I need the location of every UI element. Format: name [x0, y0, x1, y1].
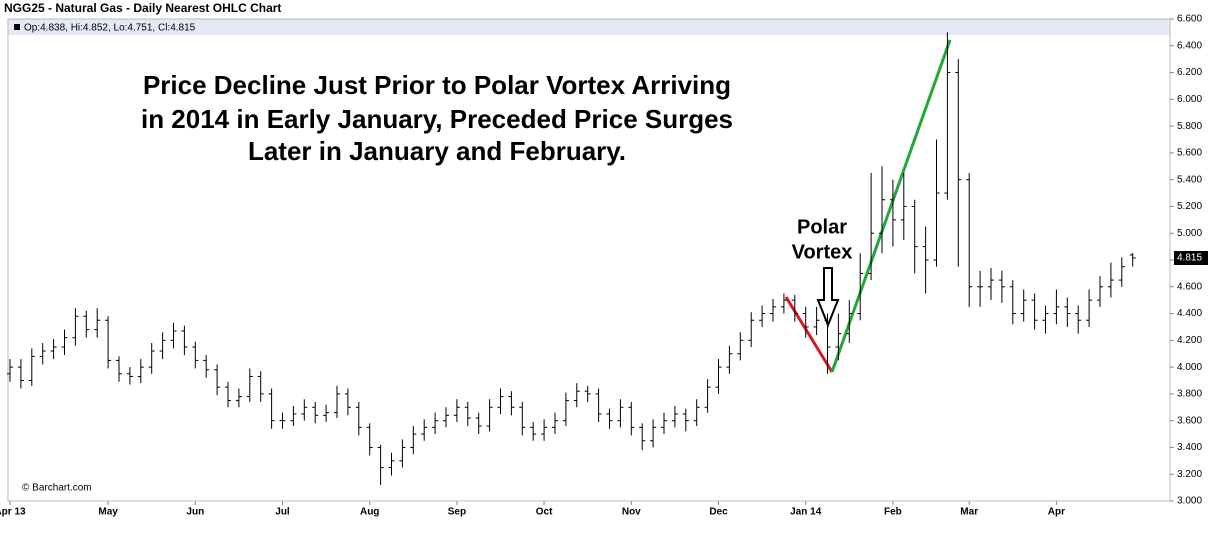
annotation: in 2014 in Early January, Preceded Price… — [141, 104, 733, 134]
y-tick-label: 3.200 — [1177, 469, 1202, 480]
chart-title: NGG25 - Natural Gas - Daily Nearest OHLC… — [4, 1, 281, 15]
callout-arrow — [816, 267, 840, 328]
y-tick-label: 4.400 — [1177, 308, 1202, 319]
y-tick-label: 5.400 — [1177, 174, 1202, 185]
x-tick-label: Nov — [622, 507, 641, 518]
info-icon — [14, 24, 20, 30]
x-tick-label: May — [98, 507, 118, 518]
y-tick-label: 3.000 — [1177, 496, 1202, 507]
y-tick-label: 5.200 — [1177, 201, 1202, 212]
callout: Vortex — [792, 241, 853, 263]
x-tick-label: Mar — [960, 507, 978, 518]
surge-line — [830, 39, 952, 373]
y-tick-label: 3.400 — [1177, 442, 1202, 453]
last-price-tag — [1174, 250, 1208, 265]
y-tick-label: 6.000 — [1177, 94, 1202, 105]
last-price-label: 4.815 — [1177, 253, 1202, 264]
x-tick-label: Jun — [186, 507, 204, 518]
x-tick-label: Oct — [536, 507, 553, 518]
x-tick-label: Aug — [360, 507, 379, 518]
annotation: Price Decline Just Prior to Polar Vortex… — [143, 70, 731, 100]
callout: Polar — [797, 216, 847, 238]
x-tick-label: Apr — [1048, 507, 1065, 518]
y-tick-label: 6.600 — [1177, 14, 1202, 25]
x-tick-label: Dec — [709, 507, 728, 518]
y-tick-label: 5.800 — [1177, 121, 1202, 132]
x-tick-label: Jul — [275, 507, 290, 518]
source: © Barchart.com — [22, 483, 92, 494]
y-tick-label: 6.400 — [1177, 40, 1202, 51]
y-tick-label: 3.600 — [1177, 415, 1202, 426]
y-tick-label: 6.200 — [1177, 67, 1202, 78]
y-tick-label: 4.600 — [1177, 281, 1202, 292]
y-tick-label: 3.800 — [1177, 389, 1202, 400]
y-tick-label: 5.600 — [1177, 148, 1202, 159]
decline-line — [784, 296, 834, 373]
x-tick-label: Feb — [884, 507, 902, 518]
info-bar — [8, 19, 1170, 35]
info-text: Op:4.838, Hi:4.852, Lo:4.751, Cl:4.815 — [24, 23, 196, 34]
y-tick-label: 4.200 — [1177, 335, 1202, 346]
y-tick-label: 4.000 — [1177, 362, 1202, 373]
annotation: Later in January and February. — [248, 136, 626, 166]
x-tick-label: Apr 13 — [0, 507, 26, 518]
x-tick-label: Sep — [448, 507, 466, 518]
y-tick-label: 5.000 — [1177, 228, 1202, 239]
x-tick-label: Jan 14 — [790, 507, 822, 518]
